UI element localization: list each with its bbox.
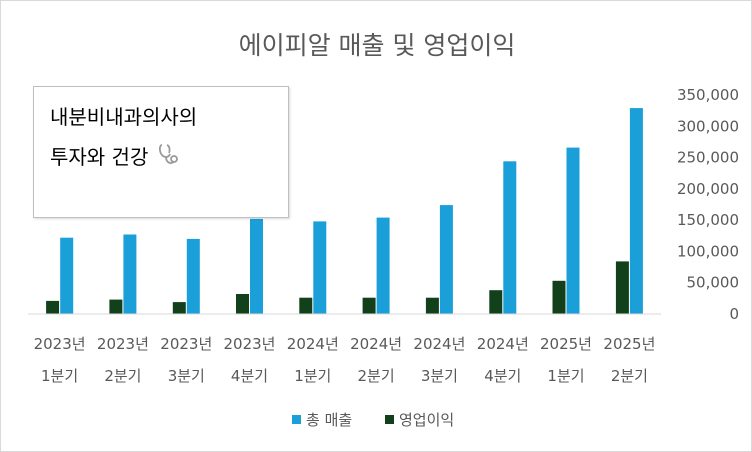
bar-operating-profit-1: [46, 300, 60, 314]
x-tick-quarter: 1분기: [547, 367, 584, 385]
bar-revenue-8: [503, 161, 517, 314]
bar-revenue-1: [60, 237, 74, 314]
x-tick-year: 2025년: [603, 335, 655, 353]
x-tick-year: 2023년: [97, 335, 149, 353]
x-tick-year: 2024년: [477, 335, 529, 353]
x-tick-quarter: 2분기: [358, 367, 395, 385]
y-tick-label: 150,000: [677, 211, 739, 229]
legend-label-revenue: 총 매출: [306, 411, 352, 429]
textbox-line-1: 내분비내과의사의: [50, 105, 198, 129]
annotation-textbox: 내분비내과의사의 투자와 건강: [33, 86, 289, 218]
bar-revenue-7: [439, 205, 453, 314]
y-tick-label: 300,000: [677, 117, 739, 135]
y-tick-label: 0: [729, 305, 739, 323]
bar-operating-profit-6: [362, 297, 376, 314]
x-tick-quarter: 1분기: [294, 367, 331, 385]
x-tick-year: 2024년: [287, 335, 339, 353]
bar-operating-profit-2: [109, 299, 123, 314]
x-tick-year: 2023년: [34, 335, 86, 353]
bar-revenue-5: [313, 221, 327, 314]
x-tick-year: 2024년: [413, 335, 465, 353]
x-tick-quarter: 2분기: [611, 367, 648, 385]
bar-revenue-4: [250, 218, 263, 314]
stethoscope-icon: [158, 144, 178, 164]
legend: 총 매출 영업이익: [292, 411, 454, 429]
bar-operating-profit-10: [615, 261, 629, 314]
y-tick-label: 250,000: [677, 149, 739, 167]
y-tick-label: 50,000: [687, 274, 740, 292]
legend-swatch-revenue: [292, 415, 301, 424]
legend-swatch-operating-profit: [385, 415, 394, 424]
bar-operating-profit-5: [299, 297, 313, 314]
x-tick-quarter: 3분기: [168, 367, 205, 385]
x-tick-year: 2025년: [540, 335, 592, 353]
bar-operating-profit-7: [425, 297, 439, 314]
x-tick-quarter: 1분기: [41, 367, 78, 385]
chart-title: 에이피알 매출 및 영업이익: [239, 31, 516, 60]
textbox-line-2: 투자와 건강: [50, 145, 149, 169]
x-tick-quarter: 3분기: [421, 367, 458, 385]
bar-operating-profit-4: [236, 294, 249, 314]
x-tick-quarter: 4분기: [231, 367, 268, 385]
bar-operating-profit-9: [552, 280, 566, 314]
x-tick-year: 2023년: [160, 335, 212, 353]
x-tick-year: 2024년: [350, 335, 402, 353]
bar-operating-profit-8: [489, 290, 503, 314]
bar-revenue-10: [629, 108, 643, 314]
y-tick-label: 100,000: [677, 242, 739, 260]
x-tick-quarter: 4분기: [484, 367, 521, 385]
x-tick-year: 2023년: [224, 335, 276, 353]
bar-revenue-9: [566, 147, 580, 314]
bar-revenue-2: [123, 234, 137, 314]
x-tick-quarter: 2분기: [104, 367, 141, 385]
y-tick-label: 200,000: [677, 180, 739, 198]
legend-label-operating-profit: 영업이익: [399, 411, 454, 429]
bar-revenue-3: [186, 238, 200, 314]
bar-revenue-6: [376, 217, 390, 314]
y-tick-label: 350,000: [677, 86, 739, 104]
bar-operating-profit-3: [172, 302, 186, 314]
